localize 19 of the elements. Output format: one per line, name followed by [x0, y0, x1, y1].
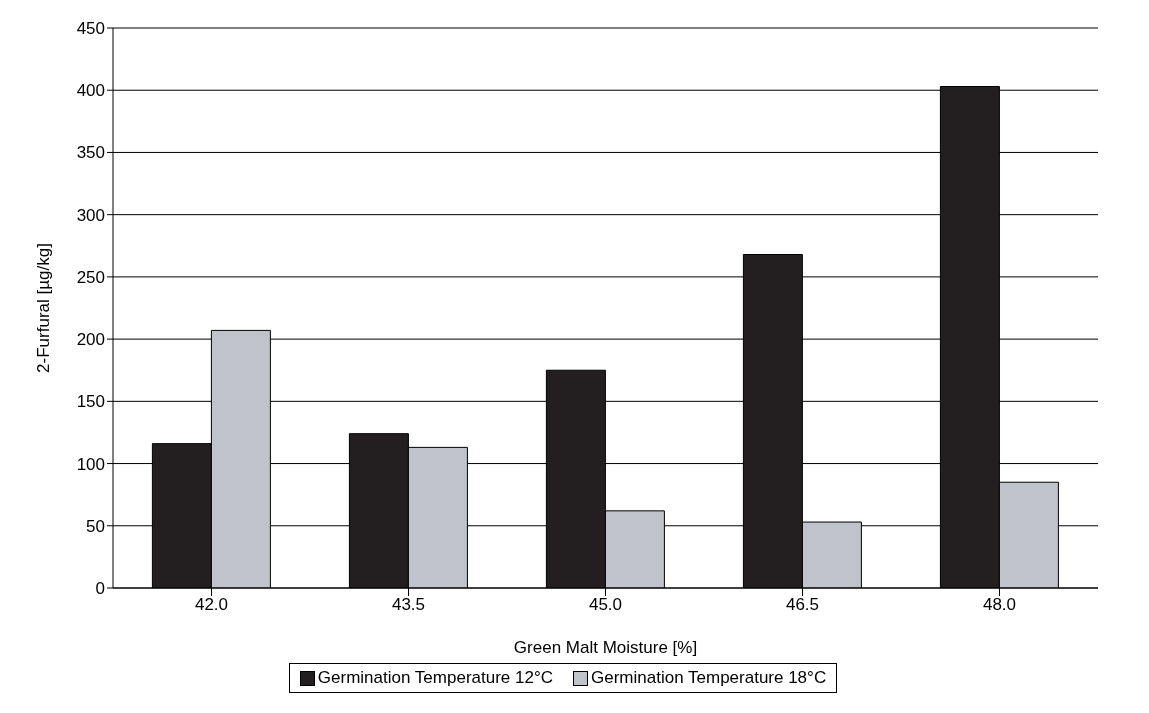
legend-label: Germination Temperature 12°C	[316, 668, 553, 688]
y-tick-label: 450	[76, 19, 105, 39]
y-tick-label: 300	[76, 205, 105, 225]
legend-label: Germination Temperature 18°C	[590, 668, 827, 688]
y-tick-label: 0	[95, 579, 105, 599]
x-tick-label: 46.5	[785, 595, 820, 615]
y-axis-title: 2-Furfural [µg/kg]	[34, 243, 54, 373]
x-axis-title: Green Malt Moisture [%]	[513, 638, 698, 657]
y-tick-label: 400	[76, 81, 105, 101]
y-tick-label: 200	[76, 330, 105, 350]
x-tick-label: 48.0	[982, 595, 1017, 615]
y-tick-label: 100	[76, 454, 105, 474]
x-tick-label: 43.5	[391, 595, 426, 615]
y-tick-label: 150	[76, 392, 105, 412]
y-tick-label: 350	[76, 143, 105, 163]
y-tick-label: 50	[86, 516, 105, 536]
y-tick-label: 250	[76, 267, 105, 287]
x-tick-label: 42.0	[194, 595, 229, 615]
x-tick-label: 45.0	[588, 595, 623, 615]
